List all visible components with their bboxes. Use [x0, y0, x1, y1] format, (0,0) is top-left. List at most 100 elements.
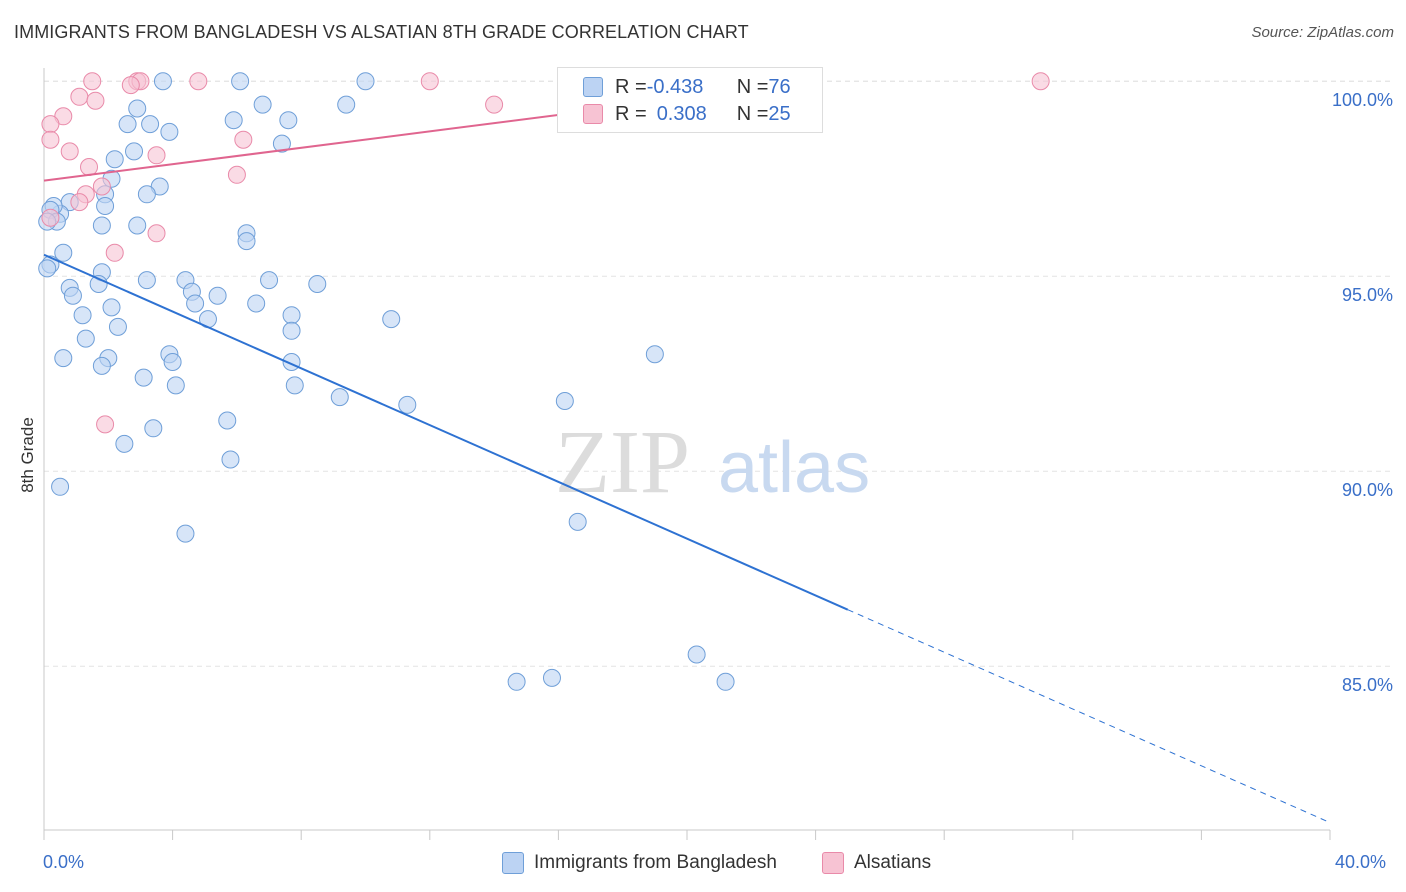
point-bangladesh [128, 99, 147, 118]
series-alsatians-points [41, 72, 1050, 434]
legend-swatch-pink [583, 104, 603, 124]
point-bangladesh [279, 111, 298, 130]
point-alsatians [105, 243, 124, 262]
point-bangladesh [102, 298, 121, 317]
point-bangladesh [253, 95, 272, 114]
point-alsatians [485, 95, 504, 114]
point-bangladesh [330, 388, 349, 407]
point-alsatians [147, 146, 166, 165]
point-bangladesh [166, 376, 185, 395]
y-tick-label: 95.0% [1342, 285, 1393, 305]
point-alsatians [41, 130, 60, 149]
bottom-legend-swatch-blue [502, 852, 524, 874]
legend-n-value: 76 [768, 75, 791, 98]
point-bangladesh [224, 111, 243, 130]
point-bangladesh [247, 294, 266, 313]
trend-line-bangladesh [43, 253, 849, 611]
point-bangladesh [176, 524, 195, 543]
point-bangladesh [237, 232, 256, 251]
point-bangladesh [308, 275, 327, 293]
legend-row-bangladesh: R = -0.438 N = 76 [583, 74, 791, 100]
point-bangladesh [716, 672, 735, 691]
bottom-legend-label: Immigrants from Bangladesh [534, 852, 777, 873]
legend-row-alsatians: R = 0.308 N = 25 [583, 101, 791, 127]
point-bangladesh [337, 95, 356, 114]
y-tick-labels: 85.0% 90.0% 95.0% 100.0% [1332, 90, 1393, 695]
point-bangladesh [128, 216, 147, 235]
point-bangladesh [108, 317, 127, 336]
point-alsatians [60, 142, 79, 161]
point-bangladesh [137, 271, 156, 290]
point-alsatians [83, 72, 102, 91]
point-bangladesh [687, 645, 706, 664]
point-bangladesh [125, 142, 144, 161]
point-alsatians [70, 87, 89, 106]
point-bangladesh [218, 411, 237, 430]
legend-r-label: R = [615, 75, 647, 98]
point-bangladesh [118, 115, 137, 134]
point-bangladesh [568, 512, 587, 531]
point-alsatians [41, 115, 60, 134]
point-bangladesh [153, 72, 172, 91]
point-bangladesh [163, 353, 182, 371]
point-alsatians [234, 130, 253, 149]
legend-r-value: -0.438 [646, 75, 704, 98]
point-bangladesh [272, 134, 291, 153]
point-bangladesh [141, 115, 160, 134]
point-bangladesh [231, 72, 250, 91]
watermark-zip: ZIP [555, 413, 690, 512]
legend-n-label: N = [736, 75, 769, 98]
x-tick-max: 40.0% [1335, 852, 1387, 872]
y-tick-label: 85.0% [1342, 675, 1393, 695]
bottom-legend-label: Alsatians [854, 852, 932, 873]
point-bangladesh [134, 368, 153, 387]
axes [43, 68, 1331, 840]
point-alsatians [70, 193, 89, 212]
legend-n-value: 25 [768, 102, 791, 125]
point-bangladesh [285, 376, 304, 395]
point-bangladesh [54, 349, 73, 368]
watermark: ZIP atlas [555, 413, 870, 512]
point-bangladesh [96, 197, 115, 215]
bottom-legend-bangladesh: Immigrants from Bangladesh [502, 852, 777, 874]
legend-n-label: N = [736, 102, 769, 125]
legend-r-label: R = [615, 102, 647, 125]
source-label: Source: ZipAtlas.com [1251, 24, 1394, 41]
point-alsatians [80, 158, 99, 176]
x-tick-min: 0.0% [43, 852, 85, 872]
point-bangladesh [63, 286, 82, 305]
point-alsatians [121, 76, 140, 95]
point-bangladesh [92, 216, 111, 235]
point-bangladesh [398, 395, 417, 414]
point-bangladesh [76, 329, 95, 348]
chart-title: IMMIGRANTS FROM BANGLADESH VS ALSATIAN 8… [14, 22, 749, 42]
point-bangladesh [92, 356, 111, 375]
trend-line-bangladesh-extension [847, 609, 1331, 824]
point-bangladesh [38, 259, 57, 278]
point-alsatians [86, 91, 105, 110]
point-bangladesh [137, 185, 156, 204]
point-alsatians [420, 72, 439, 91]
point-alsatians [41, 208, 60, 227]
point-bangladesh [186, 294, 205, 313]
y-tick-label: 100.0% [1332, 90, 1393, 110]
point-alsatians [92, 177, 111, 196]
y-axis-label: 8th Grade [18, 417, 37, 493]
point-bangladesh [160, 122, 179, 141]
point-bangladesh [382, 310, 401, 329]
grid-lines [44, 80, 1392, 667]
bottom-legend-swatch-pink [822, 852, 844, 874]
point-bangladesh [208, 286, 227, 305]
point-bangladesh [221, 450, 240, 469]
point-bangladesh [555, 392, 574, 410]
point-bangladesh [645, 345, 664, 364]
point-bangladesh [507, 672, 526, 691]
point-bangladesh [282, 321, 301, 340]
point-alsatians [147, 224, 166, 243]
watermark-atlas: atlas [718, 428, 870, 508]
point-bangladesh [282, 306, 301, 325]
point-bangladesh [51, 477, 70, 496]
point-bangladesh [356, 72, 375, 91]
point-bangladesh [54, 243, 73, 262]
